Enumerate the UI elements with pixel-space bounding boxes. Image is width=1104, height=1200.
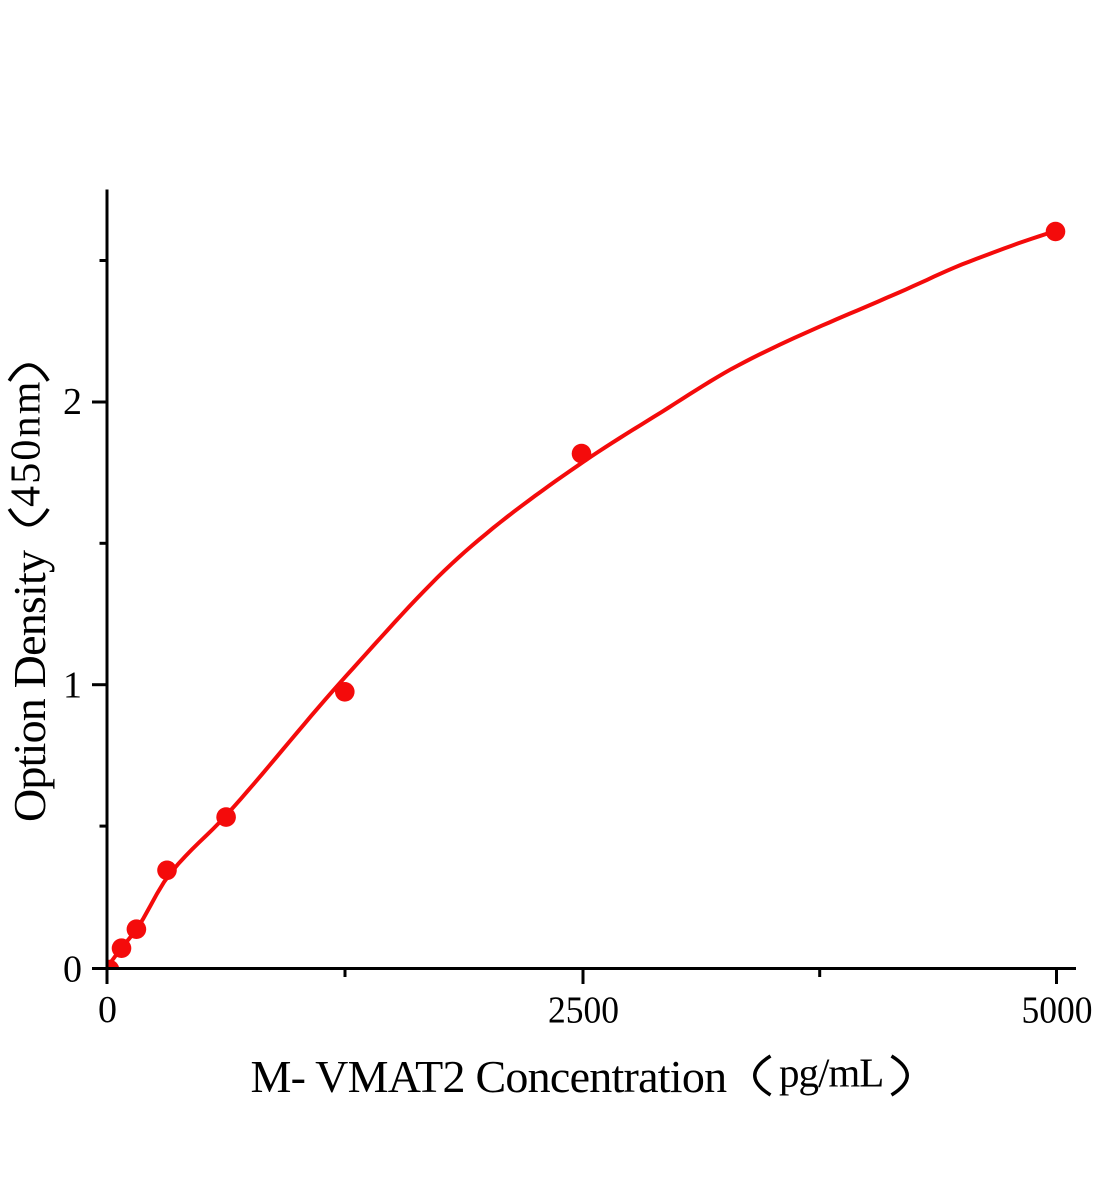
svg-text:1: 1 — [63, 665, 82, 707]
svg-text:2500: 2500 — [548, 990, 619, 1032]
svg-text:2: 2 — [63, 381, 82, 423]
svg-text:0: 0 — [98, 989, 117, 1031]
svg-text:Option Density: Option Density — [4, 550, 55, 822]
svg-text:450nm: 450nm — [4, 379, 50, 507]
svg-text:5000: 5000 — [1022, 990, 1093, 1032]
svg-text:pg/mL: pg/mL — [779, 1050, 883, 1096]
svg-text:M- VMAT2 Concentration: M- VMAT2 Concentration — [251, 1051, 728, 1102]
svg-text:0: 0 — [63, 948, 82, 990]
